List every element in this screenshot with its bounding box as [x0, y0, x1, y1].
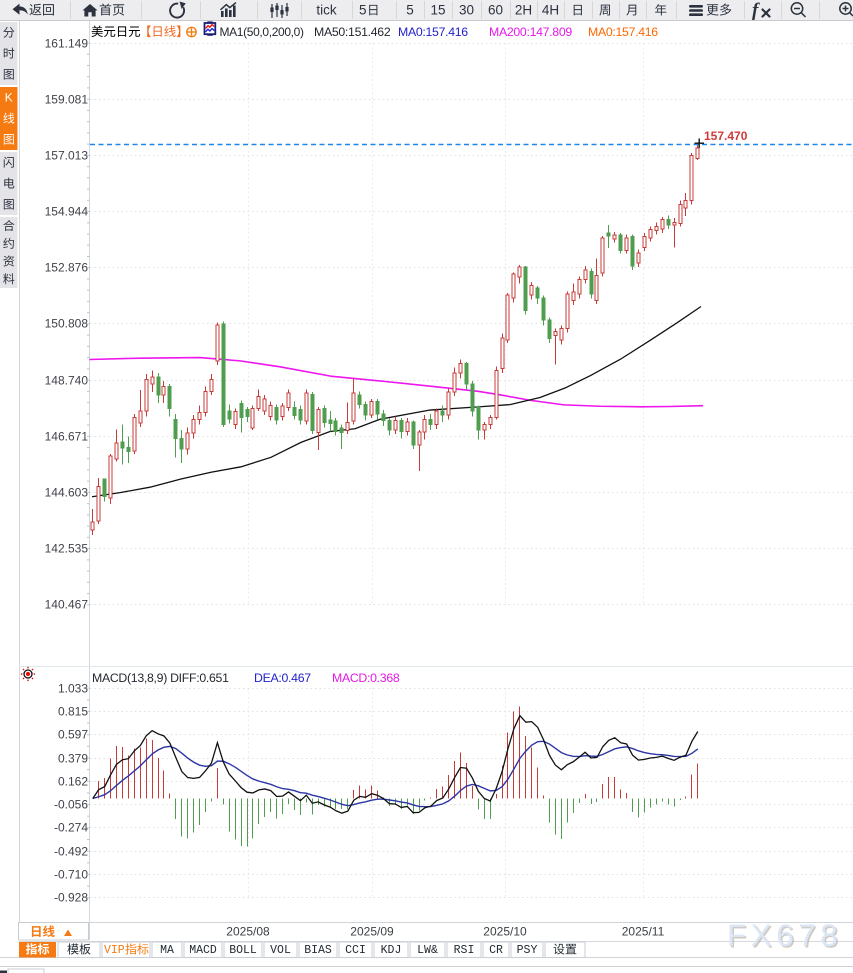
svg-text:MACD(13,8,9) DIFF:0.651: MACD(13,8,9) DIFF:0.651 — [92, 671, 229, 685]
svg-text:MACD:0.368: MACD:0.368 — [332, 671, 400, 685]
svg-text:-0.710: -0.710 — [54, 868, 88, 882]
svg-text:2025/11: 2025/11 — [622, 925, 665, 939]
svg-text:0.162: 0.162 — [58, 775, 88, 789]
svg-text:161.149: 161.149 — [45, 37, 89, 51]
svg-text:LW&: LW& — [417, 944, 438, 957]
svg-text:2H: 2H — [515, 3, 532, 18]
svg-text:159.081: 159.081 — [45, 93, 89, 107]
svg-text:140.467: 140.467 — [45, 598, 89, 612]
svg-text:PSY: PSY — [517, 944, 538, 957]
svg-text:MA: MA — [160, 944, 174, 957]
svg-text:FX678: FX678 — [727, 917, 842, 953]
svg-text:BOLL: BOLL — [229, 944, 257, 957]
svg-text:5: 5 — [359, 3, 367, 18]
svg-text:157.470: 157.470 — [704, 129, 748, 143]
svg-text:DEA:0.467: DEA:0.467 — [254, 671, 311, 685]
svg-text:2025/09: 2025/09 — [350, 925, 394, 939]
svg-text:5: 5 — [406, 3, 414, 18]
svg-text:-0.056: -0.056 — [54, 798, 88, 812]
svg-text:157.013: 157.013 — [45, 149, 89, 163]
svg-text:MACD: MACD — [189, 944, 217, 957]
svg-text:KDJ: KDJ — [381, 944, 402, 957]
svg-text:4H: 4H — [542, 3, 559, 18]
svg-text:VOL: VOL — [270, 944, 291, 957]
svg-text:MA200:147.809: MA200:147.809 — [489, 25, 572, 39]
svg-text:-0.274: -0.274 — [54, 821, 88, 835]
svg-text:MA50:151.462: MA50:151.462 — [314, 25, 391, 39]
svg-text:146.671: 146.671 — [45, 430, 89, 444]
svg-text:-0.492: -0.492 — [54, 845, 88, 859]
svg-text:30: 30 — [459, 3, 474, 18]
svg-text:K: K — [5, 91, 13, 105]
svg-text:MA0:157.416: MA0:157.416 — [588, 25, 658, 39]
svg-text:15: 15 — [430, 3, 445, 18]
svg-text:MA1(50,0,200,0): MA1(50,0,200,0) — [220, 25, 304, 39]
svg-text:tick: tick — [316, 3, 337, 18]
svg-text:CR: CR — [489, 944, 503, 957]
svg-text:60: 60 — [488, 3, 503, 18]
svg-text:FX678: FX678 — [729, 919, 844, 955]
svg-text:2025/08: 2025/08 — [226, 925, 270, 939]
svg-text:0.597: 0.597 — [58, 728, 88, 742]
svg-text:-0.928: -0.928 — [54, 891, 88, 905]
svg-text:0.379: 0.379 — [58, 752, 88, 766]
svg-text:154.944: 154.944 — [45, 205, 89, 219]
svg-text:152.876: 152.876 — [45, 261, 89, 275]
svg-text:142.535: 142.535 — [45, 542, 89, 556]
svg-text:RSI: RSI — [454, 944, 475, 957]
svg-text:148.740: 148.740 — [45, 374, 89, 388]
svg-text:VIP: VIP — [104, 944, 125, 957]
svg-text:1.033: 1.033 — [58, 682, 88, 696]
svg-text:0.815: 0.815 — [58, 705, 88, 719]
svg-text:CCI: CCI — [345, 944, 366, 957]
svg-text:144.603: 144.603 — [45, 486, 89, 500]
svg-text:2025/10: 2025/10 — [483, 925, 527, 939]
svg-text:150.808: 150.808 — [45, 317, 89, 331]
svg-text:BIAS: BIAS — [304, 944, 332, 957]
svg-text:MA0:157.416: MA0:157.416 — [398, 25, 468, 39]
svg-text:f: f — [752, 0, 760, 21]
